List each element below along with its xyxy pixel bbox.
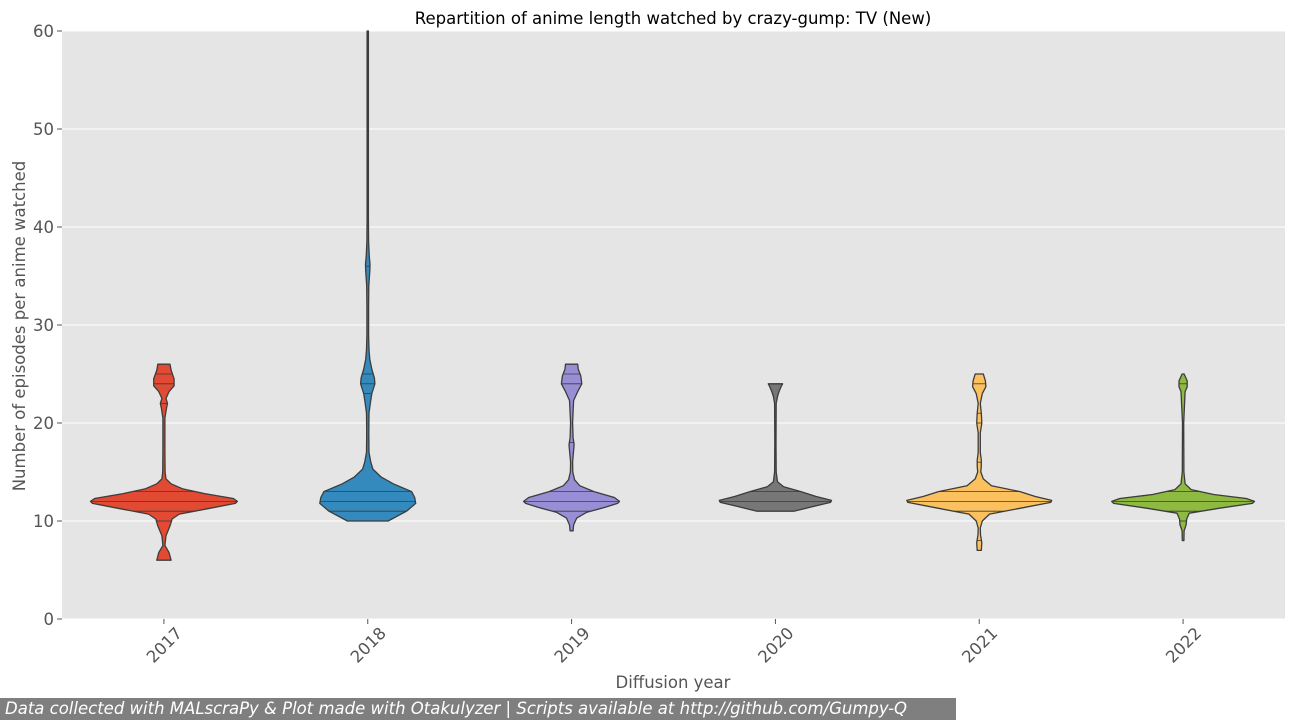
chart-title: Repartition of anime length watched by c… (415, 9, 932, 28)
violin-2018 (319, 30, 417, 522)
x-tick-label: 2019 (551, 624, 594, 667)
y-axis-ticks: 0 10 20 30 40 50 60 (33, 22, 62, 629)
x-tick-label: 2017 (143, 624, 186, 667)
violin-body (319, 30, 417, 522)
y-tick-label: 50 (33, 120, 54, 139)
violins (89, 30, 1256, 561)
violin-2022 (1111, 373, 1256, 542)
y-tick-label: 30 (33, 316, 54, 335)
violin-body (522, 363, 621, 532)
y-tick-label: 60 (33, 22, 54, 41)
x-tick-label: 2022 (1162, 624, 1205, 667)
y-axis-label: Number of episodes per anime watched (10, 161, 29, 492)
violin-2021 (906, 373, 1053, 552)
y-tick-label: 0 (44, 610, 55, 629)
y-tick-label: 20 (33, 414, 54, 433)
x-tick-label: 2018 (347, 624, 390, 667)
x-axis-label: Diffusion year (616, 673, 731, 692)
x-tick-label: 2021 (958, 624, 1001, 667)
violin-body (1111, 373, 1256, 542)
y-tick-label: 40 (33, 218, 54, 237)
violin-2019 (522, 363, 621, 532)
violin-body (89, 363, 239, 561)
violin-2017 (89, 363, 239, 561)
footer-credits: Data collected with MALscraPy & Plot mad… (0, 698, 956, 720)
gridlines (62, 30, 1285, 620)
x-axis-ticks: 2017 2018 2019 2020 2021 2022 (143, 619, 1205, 667)
y-tick-label: 10 (33, 512, 54, 531)
x-tick-label: 2020 (754, 624, 797, 667)
violin-2020 (718, 383, 833, 512)
